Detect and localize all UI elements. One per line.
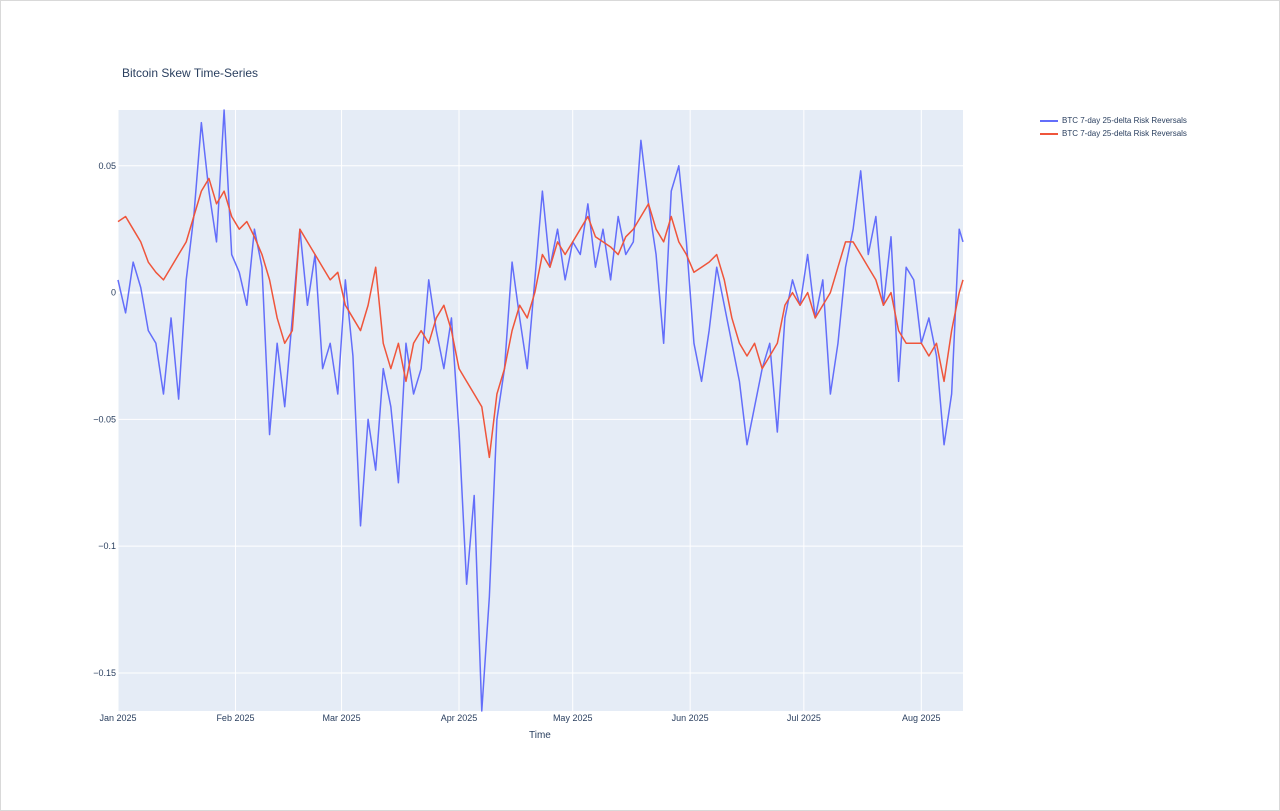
legend-swatch-blue [1040,119,1058,122]
legend[interactable]: BTC 7-day 25-delta Risk Reversals BTC 7-… [1040,114,1187,140]
plot-area[interactable] [118,110,963,711]
x-tick-label: Jun 2025 [672,713,709,723]
y-tick-label: −0.1 [98,541,116,551]
x-tick-label: Jul 2025 [787,713,821,723]
y-tick-label: −0.05 [93,414,116,424]
series-lines [117,109,964,712]
axis-ticks: Jan 2025 Feb 2025 Mar 2025 Apr 2025 May 2025… [93,161,940,723]
grid-lines [117,110,963,711]
x-axis-title: Time [529,730,551,741]
y-tick-label: 0.05 [98,161,116,171]
x-tick-label: Feb 2025 [216,713,254,723]
x-tick-label: Mar 2025 [323,713,361,723]
x-tick-label: May 2025 [553,713,593,723]
legend-item-red[interactable]: BTC 7-day 25-delta Risk Reversals [1040,127,1187,140]
x-tick-label: Apr 2025 [441,713,478,723]
legend-item-blue[interactable]: BTC 7-day 25-delta Risk Reversals [1040,114,1187,127]
x-tick-label: Aug 2025 [902,713,941,723]
y-tick-label: 0 [111,288,116,298]
chart-title: Bitcoin Skew Time-Series [122,66,259,80]
series-line-red [117,177,964,459]
series-line-blue [117,109,964,712]
legend-swatch-red [1040,132,1058,135]
y-tick-label: −0.15 [93,668,116,678]
legend-label-red: BTC 7-day 25-delta Risk Reversals [1062,129,1187,138]
legend-label-blue: BTC 7-day 25-delta Risk Reversals [1062,116,1187,125]
x-tick-label: Jan 2025 [99,713,136,723]
